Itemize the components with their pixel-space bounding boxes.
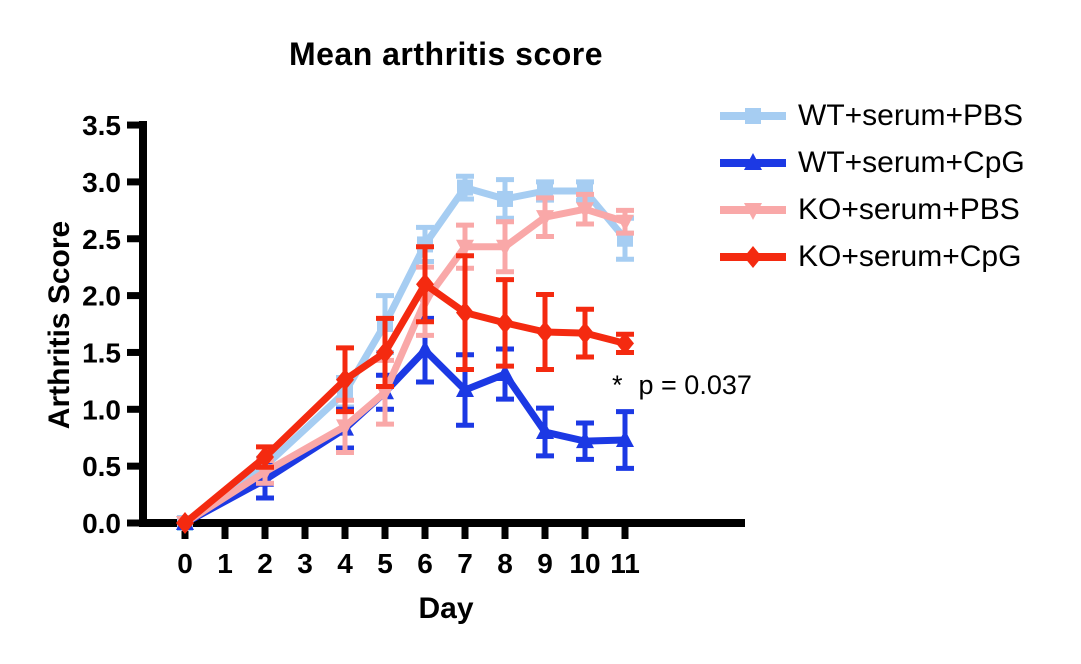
x-tick-label: 8 [497,548,513,579]
legend-label: KO+serum+PBS [798,192,1020,226]
x-tick-label: 0 [177,548,193,579]
legend-marker-ko-serum-pbs [720,202,786,220]
y-tick-label: 0.5 [82,451,121,482]
x-tick-label: 11 [610,548,640,579]
legend-marker-wt-serum-cpg [720,152,786,170]
y-tick-label: 2.5 [82,224,121,255]
series-line [182,184,628,526]
y-axis-label: Arthritis Score [43,220,76,430]
x-tick-label: 10 [569,548,600,579]
x-tick-label: 1 [217,548,233,579]
legend-item: WT+serum+PBS [720,92,1025,139]
y-tick-label: 1.5 [82,337,121,368]
legend-label: WT+serum+PBS [798,98,1024,132]
y-tick-label: 0.0 [82,508,121,539]
legend-label: WT+serum+CpG [798,145,1025,179]
y-tick-label: 3.5 [82,110,121,141]
x-tick-label: 3 [297,548,313,579]
series-line [183,346,626,527]
series-line [183,205,627,526]
x-tick-label: 2 [257,548,273,579]
p-value-text: p = 0.037 [638,370,752,400]
x-tick-label: 9 [537,548,553,579]
y-tick-label: 1.0 [82,394,121,425]
y-tick-label: 3.0 [82,167,121,198]
significance-annotation: * p = 0.037 [612,370,752,401]
significance-star: * [612,370,623,400]
legend-marker-ko-serum-cpg [720,245,786,268]
series-line [182,280,626,526]
chart-title: Mean arthritis score [288,36,604,72]
legend-item: KO+serum+PBS [720,186,1025,233]
y-tick-label: 2.0 [82,281,121,312]
series-KO+serum+PBS [176,191,634,533]
x-tick-label: 6 [417,548,433,579]
series-KO+serum+CpG [176,244,634,534]
x-tick-label: 4 [337,548,353,579]
legend-item: WT+serum+CpG [720,139,1025,186]
legend: WT+serum+PBS WT+serum+CpG KO+serum+PBS K… [720,92,1025,280]
x-tick-label: 7 [457,548,473,579]
x-tick-label: 5 [377,548,393,579]
x-axis-label: Day [418,592,474,625]
legend-marker-wt-serum-pbs [720,107,786,124]
legend-label: KO+serum+CpG [798,239,1022,273]
legend-item: KO+serum+CpG [720,233,1025,280]
